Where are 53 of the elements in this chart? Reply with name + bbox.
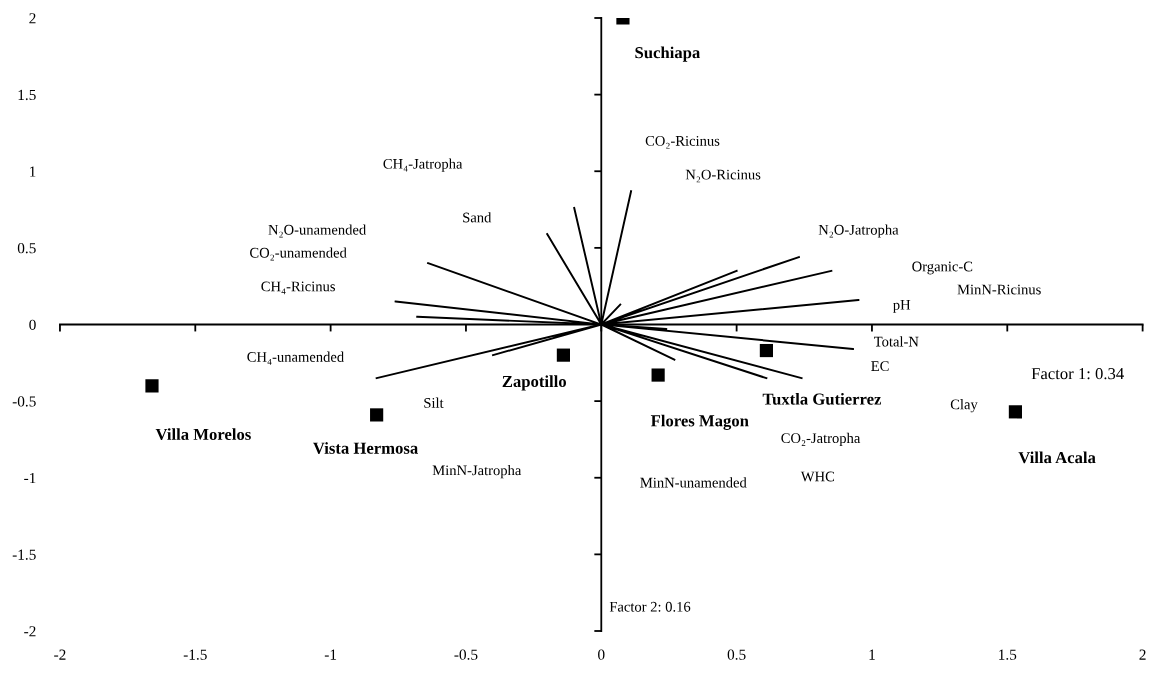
y-tick-label: 2 (29, 13, 36, 24)
annotation: Factor 1: 0.34 (1031, 367, 1124, 380)
annotation: Sand (463, 212, 492, 223)
point (1008, 405, 1022, 419)
y-tick-label: 1.5 (18, 89, 36, 101)
annotation: Total-N (874, 336, 919, 347)
y-tick-label: -1 (24, 472, 36, 484)
series-label: Suchiapa (635, 46, 701, 62)
annotation: CO₂-unamended (250, 247, 347, 261)
series-label: Zapotillo (502, 375, 567, 391)
x-tick-label: 0.5 (727, 649, 746, 660)
annotation: N₂O-Ricinus (685, 169, 761, 183)
annotation: Organic-C (912, 261, 973, 275)
point (759, 343, 773, 358)
text: Villa Morelos (155, 428, 251, 441)
text: Tuxtla Gutierrez (762, 392, 882, 405)
y-tick-label: 0 (29, 319, 36, 330)
annotation: CH₄-Jatropha (383, 158, 463, 172)
point (370, 408, 384, 422)
y-tick-label: -1.5 (12, 549, 36, 560)
x-tick-label: -1.5 (183, 649, 207, 660)
series-label: Villa Acala (1018, 451, 1096, 464)
annotation: EC (871, 361, 889, 372)
x-tick-label: -2 (54, 649, 66, 660)
x-tick-label: 2 (1139, 649, 1146, 660)
x-tick-label: 1.5 (999, 649, 1017, 660)
y-tick-label: 0.5 (17, 243, 36, 254)
x-tick-label: -0.5 (454, 649, 478, 660)
point (556, 348, 570, 362)
annotation: MinN-unamended (640, 477, 747, 488)
annotation: CO₂-Jatropha (781, 432, 861, 447)
y-tick-label: 1 (30, 166, 36, 177)
annotation: WHC (800, 471, 835, 482)
annotation: N₂O-unamended (268, 224, 367, 238)
annotation: Silt (424, 397, 444, 408)
y-tick-label: -0.5 (12, 396, 36, 407)
point (145, 379, 159, 393)
annotation: CO₂-Ricinus (645, 135, 720, 149)
annotation: pH (893, 300, 911, 313)
annotation: CH₄-Ricinus (261, 281, 335, 295)
annotation: N₂O-Jatropha (818, 224, 899, 238)
series-label: Vista Hermosa (313, 442, 418, 454)
x-tick-label: 1 (869, 649, 875, 660)
x-tick-label: -1 (324, 649, 337, 660)
point (651, 368, 665, 382)
y-tick-label: -2 (24, 626, 36, 637)
annotation: CH₄-unamended (247, 351, 344, 365)
annotation: MinN-Jatropha (432, 465, 522, 479)
annotation: MinN-Ricinus (957, 284, 1041, 295)
annotation: Factor 2: 0.16 (609, 601, 691, 612)
annotation: Clay (950, 399, 978, 413)
x-tick-label: 0 (598, 649, 605, 660)
series-label: Flores Magon (650, 414, 749, 430)
